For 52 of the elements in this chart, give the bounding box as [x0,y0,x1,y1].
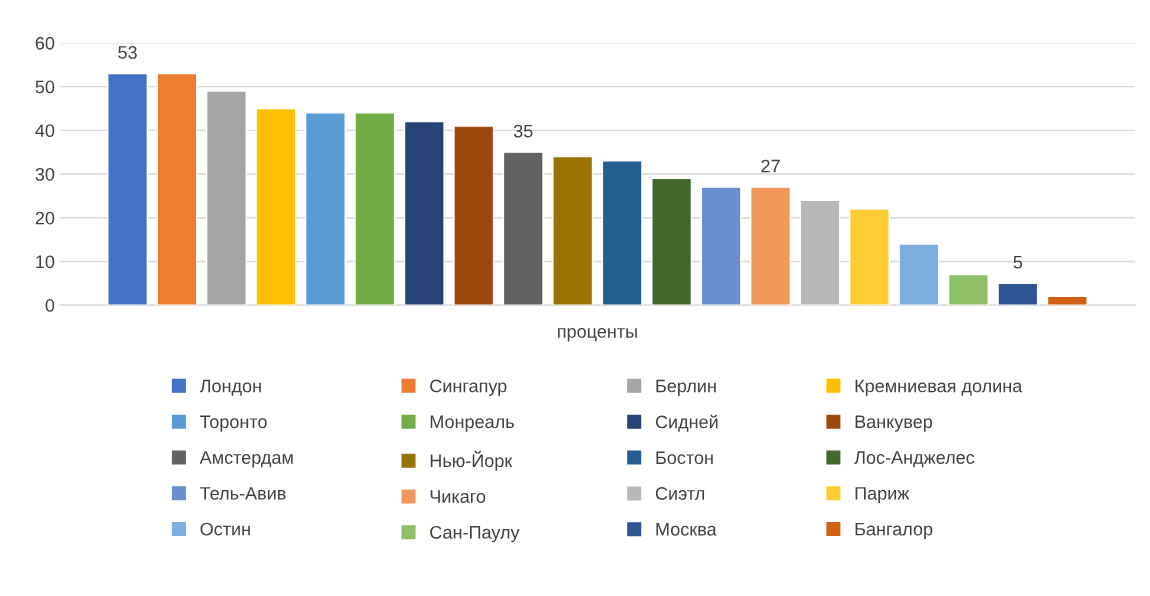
legend-label: Нью-Йорк [430,450,513,471]
legend-label: Кремниевая долина [855,379,1023,396]
bar [255,107,297,306]
legend-label: Лондон [199,379,261,396]
legend-label: Остин [200,522,250,536]
y-tick-label: 20 [35,211,55,225]
legend-label: Бостон [656,451,713,465]
bar [304,112,346,306]
bar [205,90,247,306]
legend-label: Лос-Анджелес [854,451,975,468]
legend-label: Тель-Авив [200,487,286,500]
bar [799,199,841,306]
bar [453,125,495,306]
bar [354,112,396,306]
legend-label: Париж [855,487,910,504]
legend-label: Сан-Паулу [430,525,520,543]
bar [997,282,1039,306]
legend-label: Сиэтл [655,487,705,500]
bar [156,72,198,306]
legend-label: Бангалор [855,522,933,540]
data-label: 5 [1013,256,1023,269]
bar [947,273,989,306]
bar [750,186,792,306]
data-label: 53 [118,46,137,59]
legend-label: Москва [656,523,717,536]
legend-label: Монреаль [430,415,514,432]
legend-label: Сидней [655,414,718,432]
y-tick-label: 50 [35,80,55,94]
legend-label: Ванкувер [855,415,933,432]
y-tick-label: 0 [45,299,55,312]
bar [898,243,940,306]
legend-label: Торонто [200,415,267,432]
bar [848,208,890,306]
y-tick-label: 10 [36,255,55,269]
bar [552,155,594,306]
bar [403,120,445,306]
data-label: 35 [513,124,533,138]
legend-label: Чикаго [430,490,486,503]
x-tick-label: проценты [558,327,637,342]
legend-label: Берлин [656,379,716,396]
y-tick-label: 30 [35,167,55,181]
y-tick-label: 60 [35,36,55,50]
bar [1046,295,1088,306]
bar [651,177,693,306]
bar [107,72,149,306]
bar [502,151,544,306]
legend-label: Амстердам [199,451,293,468]
data-label: 27 [761,159,780,173]
legend-label: Сингапур [430,379,507,396]
y-tick-label: 40 [35,124,55,138]
bar [700,186,742,306]
bar [601,160,643,306]
